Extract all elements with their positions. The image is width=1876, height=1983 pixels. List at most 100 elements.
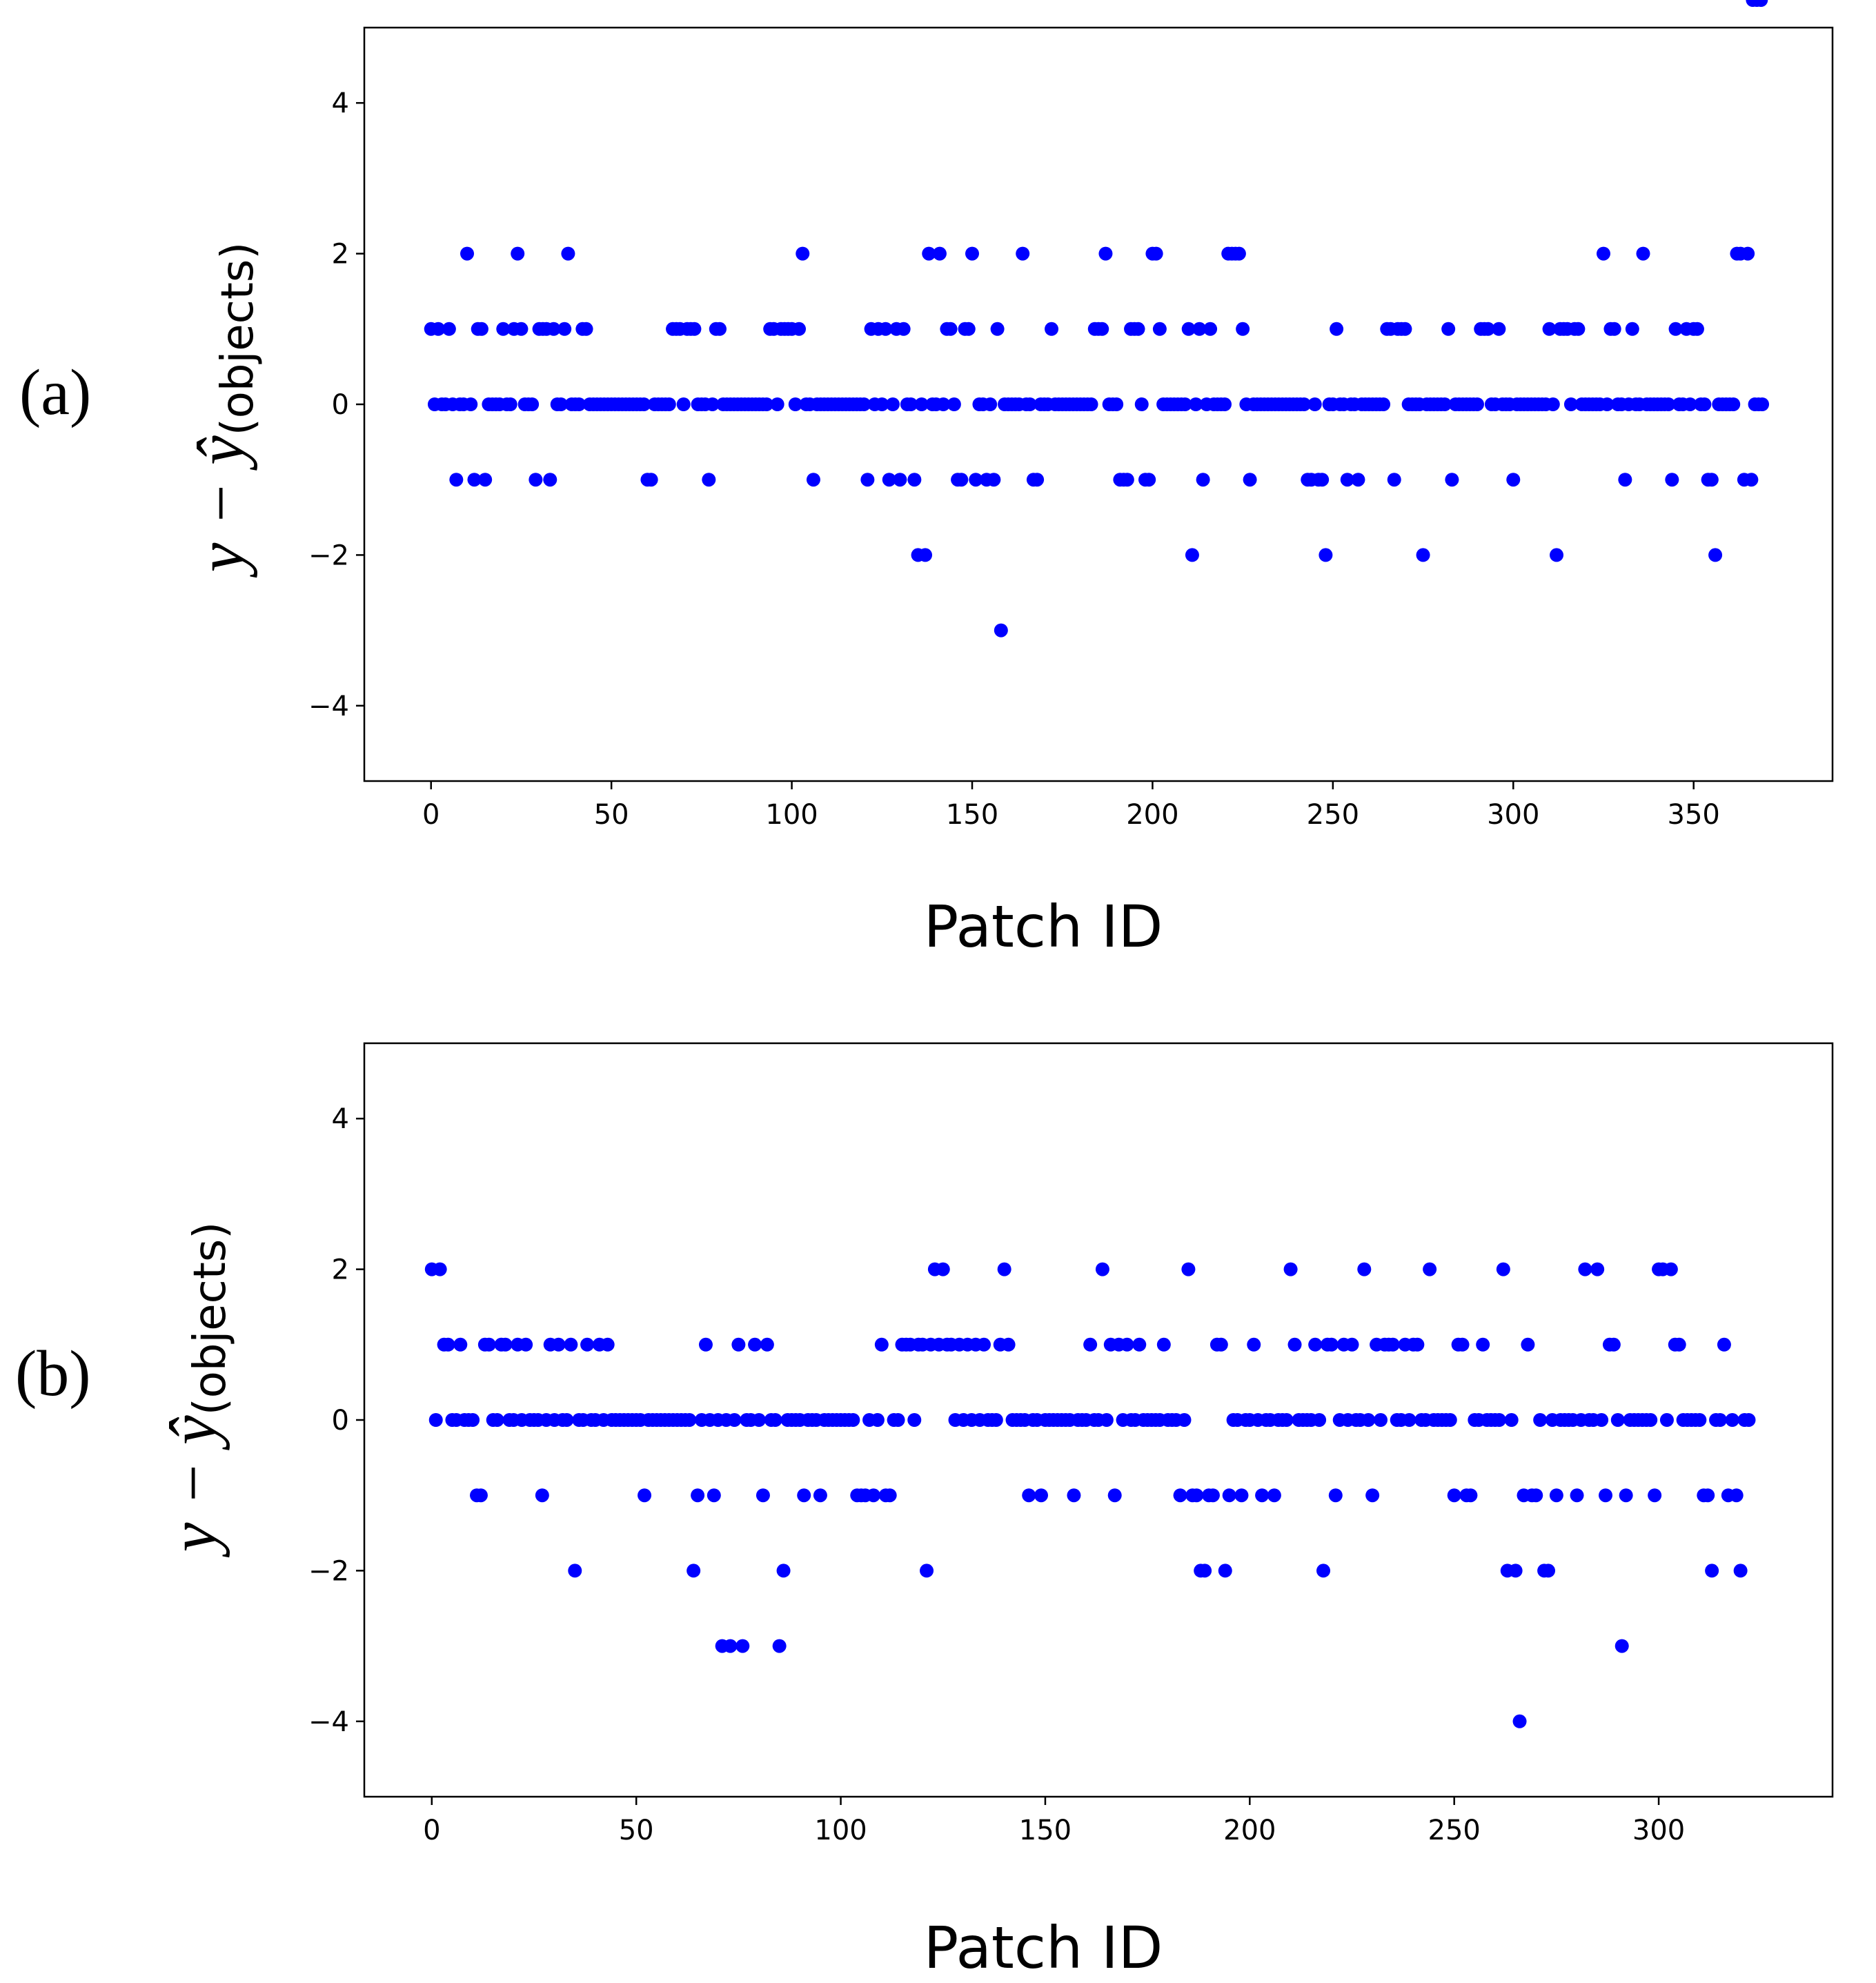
data-point [1704, 473, 1719, 487]
data-point [1733, 1563, 1748, 1578]
data-point [1387, 473, 1401, 487]
data-point [441, 1337, 455, 1352]
data-point [1541, 1563, 1556, 1578]
data-point [1590, 1262, 1605, 1276]
data-point [727, 1413, 742, 1427]
y-tick-label: −4 [308, 1706, 349, 1738]
data-point [896, 322, 911, 336]
data-point [1692, 1413, 1707, 1427]
data-point [1741, 246, 1755, 261]
x-tick-label: 150 [946, 799, 998, 831]
data-point [1205, 1488, 1220, 1503]
data-point [1173, 1488, 1187, 1503]
data-point [891, 1413, 905, 1427]
data-point [875, 397, 889, 411]
data-point [1189, 397, 1203, 411]
data-point [961, 322, 976, 336]
y-axis-label-main-a: y − ŷ [184, 435, 257, 578]
data-point [943, 322, 958, 336]
data-point [1279, 1413, 1294, 1427]
y-ticks-a: −4 −2 0 2 4 [308, 88, 364, 722]
data-point [1351, 473, 1365, 487]
data-point [572, 397, 586, 411]
data-point [1445, 473, 1459, 487]
data-point [637, 397, 651, 411]
data-point [1668, 322, 1683, 336]
data-point [1120, 1337, 1134, 1352]
data-point [1512, 1714, 1527, 1728]
data-point [1549, 1488, 1563, 1503]
data-point [482, 1337, 496, 1352]
data-point [1423, 1262, 1437, 1276]
data-point [431, 322, 446, 336]
data-point [600, 1337, 615, 1352]
y-tick-label: 4 [332, 88, 349, 119]
data-point [1416, 548, 1430, 562]
data-point [1330, 322, 1344, 336]
data-point [904, 397, 918, 411]
x-tick-label: 0 [423, 1815, 440, 1846]
data-points-b [424, 0, 1768, 1728]
y-ticks-b: −4 −2 0 2 4 [308, 1103, 364, 1738]
data-point [796, 246, 810, 261]
y-tick-label: −2 [308, 1555, 349, 1587]
data-point [1098, 246, 1113, 261]
data-point [503, 397, 517, 411]
data-point [731, 1337, 746, 1352]
data-point [1308, 1337, 1323, 1352]
y-axis-title-a: y − ŷ(objects) [184, 242, 264, 579]
data-point [1045, 322, 1059, 336]
data-point [1610, 1413, 1625, 1427]
x-tick-label: 0 [422, 799, 440, 831]
data-point [1402, 1413, 1416, 1427]
data-point [496, 322, 511, 336]
y-tick-label: −4 [308, 691, 349, 722]
data-point [997, 1262, 1011, 1276]
data-point [1109, 397, 1124, 411]
data-point [466, 1413, 480, 1427]
data-point [1661, 397, 1676, 411]
x-tick-label: 100 [814, 1815, 867, 1846]
y-tick-label: 0 [332, 1405, 349, 1437]
data-point [1234, 1488, 1249, 1503]
data-point [1243, 473, 1257, 487]
data-point [1177, 1413, 1192, 1427]
data-point [1663, 1262, 1678, 1276]
data-point [1492, 1413, 1506, 1427]
data-point [433, 1262, 447, 1276]
data-point [535, 1488, 549, 1503]
data-point [579, 322, 593, 336]
data-point [449, 473, 464, 487]
data-point [1729, 1488, 1744, 1503]
data-point [707, 1488, 721, 1503]
data-point [662, 397, 676, 411]
data-point [1203, 322, 1218, 336]
data-point [920, 1563, 934, 1578]
data-point [1398, 322, 1412, 336]
data-point [768, 1413, 782, 1427]
data-point [568, 1563, 582, 1578]
panel-a: (a) y − ŷ(objects) −4 −2 0 2 4 0 50 100 150 200 2… [19, 26, 1834, 960]
data-point [1319, 548, 1333, 562]
data-point [1571, 322, 1586, 336]
data-point [519, 1337, 533, 1352]
data-point [1533, 1413, 1548, 1427]
data-point [442, 322, 456, 336]
data-point [1606, 1337, 1621, 1352]
data-point [1705, 1563, 1719, 1578]
data-point [525, 397, 540, 411]
y-axis-label-subscript-b: (objects) [185, 1222, 236, 1416]
data-point [977, 1337, 991, 1352]
data-point [918, 548, 933, 562]
data-point [713, 322, 727, 336]
data-point [1340, 473, 1354, 487]
data-point [1132, 1337, 1147, 1352]
data-point [1131, 322, 1145, 336]
data-point [735, 1639, 750, 1653]
data-point [1570, 1488, 1584, 1503]
data-point [760, 1337, 774, 1352]
data-point [1083, 1337, 1098, 1352]
data-point [797, 1488, 811, 1503]
data-point [1324, 1337, 1339, 1352]
data-point [676, 397, 691, 411]
